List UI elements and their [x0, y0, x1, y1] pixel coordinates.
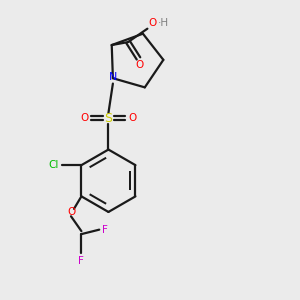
Text: F: F [102, 225, 108, 235]
Text: O: O [148, 18, 157, 28]
Text: S: S [104, 112, 112, 125]
Text: O: O [128, 113, 136, 123]
Text: N: N [109, 72, 117, 82]
Text: O: O [136, 60, 144, 70]
Text: O: O [80, 113, 89, 123]
Text: Cl: Cl [49, 160, 59, 170]
Text: O: O [67, 207, 75, 217]
Text: F: F [79, 256, 84, 266]
Text: ·H: ·H [158, 18, 169, 28]
